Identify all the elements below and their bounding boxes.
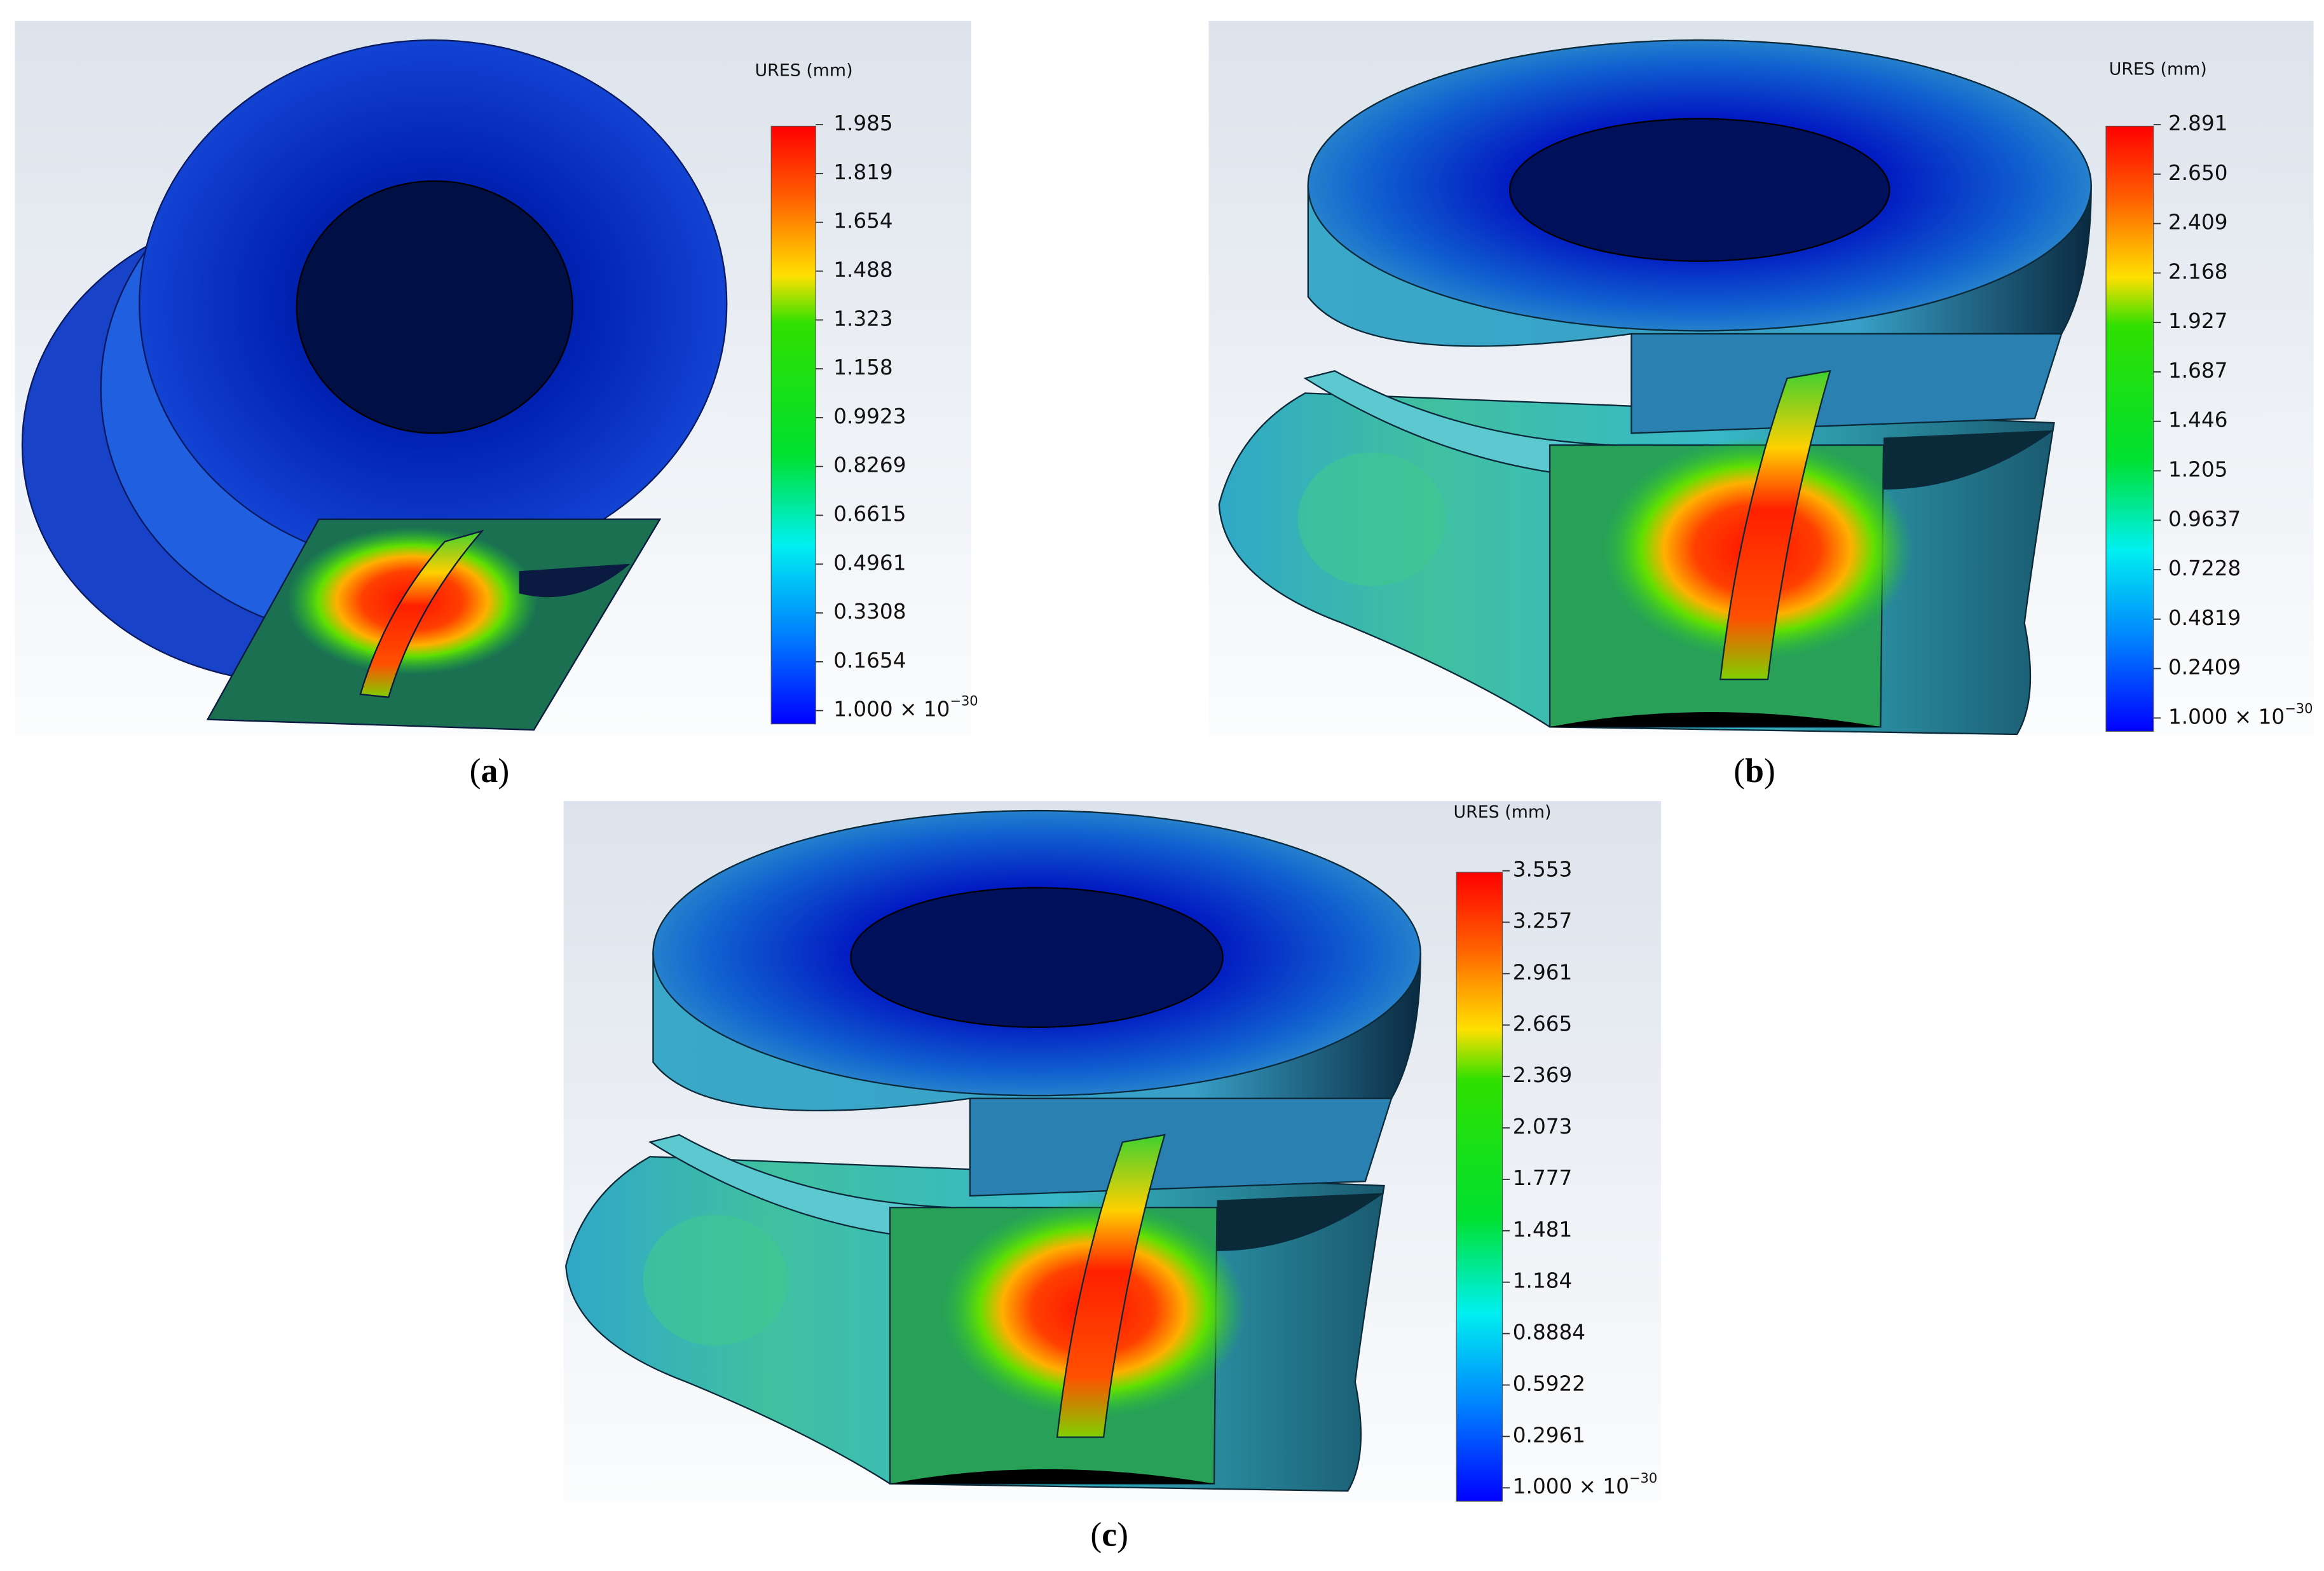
legend-label: 0.9637: [2168, 507, 2241, 531]
legend-label: 2.409: [2168, 210, 2228, 235]
min-exponent: −30: [950, 694, 978, 709]
legend-title: URES (mm): [1453, 802, 1551, 822]
legend-title: URES (mm): [755, 61, 853, 81]
caption-letter: c: [1102, 1516, 1117, 1554]
legend-label: 1.488: [833, 257, 893, 282]
legend-label: 1.446: [2168, 408, 2228, 432]
panel-a-render: [15, 20, 972, 736]
caption-letter: a: [481, 751, 498, 790]
caption: (b): [1733, 751, 1775, 790]
legend-label: 0.2961: [1513, 1423, 1585, 1447]
color-bar: [2105, 125, 2154, 732]
min-exponent: −30: [2285, 701, 2313, 716]
min-base: 1.000 × 10: [2168, 704, 2285, 729]
rib: [359, 530, 484, 698]
legend-label: 1.654: [833, 209, 893, 233]
caption-close: ): [498, 751, 509, 790]
legend: URES (mm) 2.891 2.650 2.409 2.168 1.927 1.687 1…: [2105, 59, 2313, 732]
min-exponent: −30: [1629, 1471, 1657, 1486]
legend-label: 2.369: [1513, 1063, 1573, 1087]
caption-letter: b: [1745, 751, 1764, 790]
legend-label: 1.985: [833, 111, 893, 135]
legend-label: 0.2409: [2168, 655, 2241, 680]
legend-label: 0.4819: [2168, 606, 2241, 630]
legend-label: 3.257: [1513, 909, 1573, 933]
bore: [296, 180, 573, 434]
legend-label: 1.927: [2168, 309, 2228, 333]
legend-label: 3.553: [1513, 858, 1573, 882]
legend-min-label: 1.000 × 10−30: [833, 694, 978, 722]
legend-label: 0.9923: [833, 404, 906, 429]
legend-label: 0.8884: [1513, 1321, 1585, 1345]
legend-label: 0.1654: [833, 648, 906, 673]
legend: URES (mm) 1.985 1.819 1.654 1.488 1.323 1.158 0…: [755, 61, 978, 725]
legend-label: 0.4961: [833, 551, 906, 575]
caption-open: (: [470, 751, 481, 790]
color-bar: [1456, 872, 1503, 1502]
legend-label: 1.323: [833, 306, 893, 331]
min-base: 1.000 × 10: [833, 697, 950, 722]
legend-label: 2.961: [1513, 960, 1573, 984]
legend-label: 1.777: [1513, 1166, 1573, 1190]
legend-label: 0.3308: [833, 600, 906, 624]
legend-label: 1.158: [833, 355, 893, 380]
legend-label: 0.8269: [833, 453, 906, 477]
legend-min-label: 1.000 × 10−30: [2168, 701, 2313, 729]
caption-close: ): [1764, 751, 1775, 790]
legend-label: 0.6615: [833, 502, 906, 526]
legend-title: URES (mm): [2109, 59, 2207, 79]
legend-label: 2.665: [1513, 1012, 1573, 1036]
caption: (a): [470, 751, 510, 790]
legend-label: 2.073: [1513, 1115, 1573, 1139]
legend-label: 1.184: [1513, 1269, 1573, 1293]
caption-open: (: [1733, 751, 1745, 790]
caption-open: (: [1090, 1516, 1102, 1554]
caption-close: ): [1117, 1516, 1128, 1554]
slot: [519, 563, 631, 598]
legend-label: 1.819: [833, 160, 893, 184]
legend: URES (mm) 3.553 3.257 2.961 2.665 2.369 2.073 1…: [1453, 802, 1657, 1502]
color-bar: [770, 125, 816, 725]
legend-label: 0.5922: [1513, 1371, 1585, 1396]
legend-min-label: 1.000 × 10−30: [1513, 1471, 1657, 1499]
legend-label: 0.7228: [2168, 556, 2241, 580]
legend-label: 2.168: [2168, 259, 2228, 284]
legend-label: 1.481: [1513, 1218, 1573, 1242]
caption: (c): [1090, 1516, 1128, 1554]
legend-label: 2.891: [2168, 111, 2228, 135]
min-base: 1.000 × 10: [1513, 1474, 1629, 1499]
legend-label: 1.687: [2168, 359, 2228, 383]
legend-label: 2.650: [2168, 161, 2228, 185]
legend-label: 1.205: [2168, 457, 2228, 481]
